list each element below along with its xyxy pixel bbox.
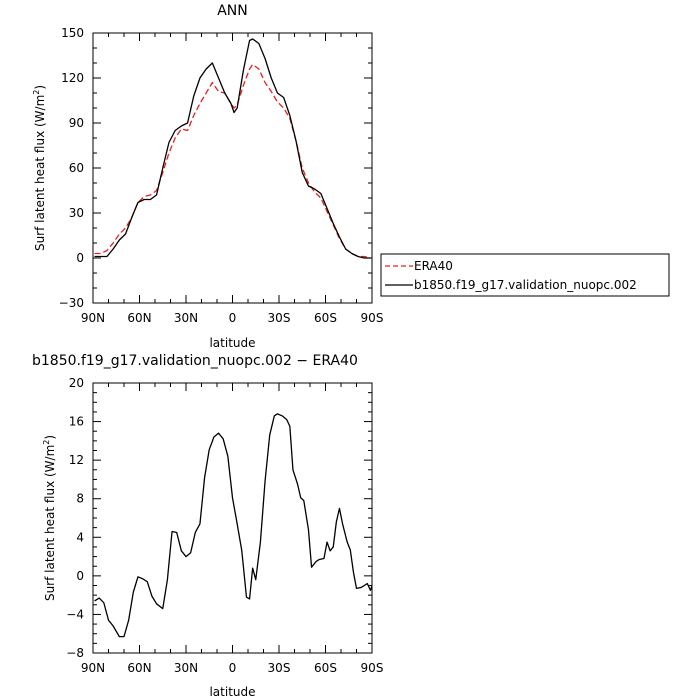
chart-panel-2: b1850.f19_g17.validation_nuopc.002 − ERA… [32, 353, 383, 699]
y-tick-label: 4 [76, 530, 84, 544]
y-tick-label: 16 [69, 415, 84, 429]
plot-frame [92, 32, 373, 304]
x-tick-label: 60S [314, 311, 337, 325]
x-tick-label: 90N [81, 661, 105, 675]
x-tick-label: 60N [127, 311, 151, 325]
legend: ERA40 b1850.f19_g17.validation_nuopc.002 [380, 253, 670, 297]
x-tick-label: 0 [229, 661, 237, 675]
chart-title: ANN [217, 3, 248, 19]
y-tick-label: 90 [69, 116, 84, 130]
y-tick-label: 120 [61, 71, 84, 85]
x-tick-label: 90S [361, 661, 384, 675]
y-tick-label: −30 [59, 296, 84, 310]
x-tick-label: 60S [314, 661, 337, 675]
x-tick-label: 0 [229, 311, 237, 325]
y-tick-label: 8 [76, 492, 84, 506]
x-tick-label: 90S [361, 311, 384, 325]
legend-label-2: b1850.f19_g17.validation_nuopc.002 [414, 278, 637, 292]
y-tick-label: 30 [69, 206, 84, 220]
x-tick-label: 30N [174, 311, 198, 325]
chart-title: b1850.f19_g17.validation_nuopc.002 − ERA… [32, 353, 358, 369]
series-line-2 [94, 38, 371, 259]
y-tick-label: 0 [76, 251, 84, 265]
x-axis-label: latitude [209, 336, 255, 350]
x-axis-label: latitude [209, 685, 255, 699]
legend-label-1: ERA40 [414, 259, 453, 273]
x-tick-label: 30N [174, 661, 198, 675]
legend-box [380, 253, 670, 297]
y-tick-label: −8 [66, 646, 84, 660]
y-axis-label: Surf latent heat flux (W/m2) [32, 85, 47, 251]
x-tick-label: 30S [268, 661, 291, 675]
y-tick-label: 150 [61, 26, 84, 40]
series-line-1 [94, 63, 371, 259]
y-tick-label: 20 [69, 376, 84, 390]
x-tick-label: 90N [81, 311, 105, 325]
x-tick-label: 60N [127, 661, 151, 675]
y-tick-label: −4 [66, 607, 84, 621]
y-axis-label: Surf latent heat flux (W/m2) [42, 435, 57, 601]
chart-panel-1: ANN 90N 60N 30N 0 30S 60S 90S −30 0 30 60 90 120 150 la… [32, 3, 670, 350]
x-tick-label: 30S [268, 311, 291, 325]
y-tick-label: 12 [69, 453, 84, 467]
y-tick-label: 60 [69, 161, 84, 175]
series-line-1 [94, 413, 372, 638]
plot-frame [92, 382, 373, 654]
y-tick-label: 0 [76, 569, 84, 583]
